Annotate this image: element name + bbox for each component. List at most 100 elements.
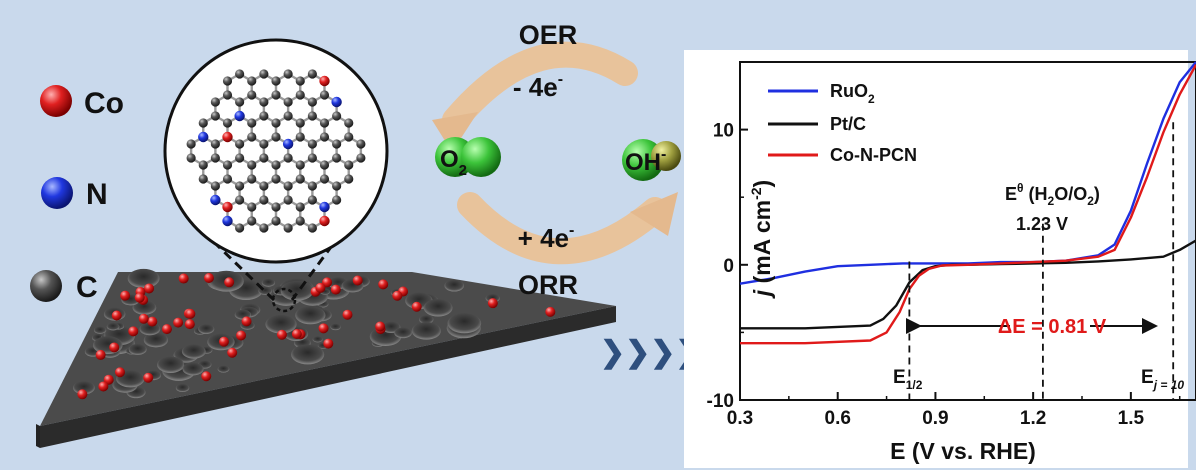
e-theta-label: Eθ (H2O/O2) bbox=[1005, 181, 1100, 208]
carbon-atom-icon bbox=[283, 153, 293, 163]
zoomed-structure bbox=[163, 38, 389, 264]
cobalt-atom-icon bbox=[319, 215, 330, 227]
carbon-atom-icon bbox=[210, 97, 220, 107]
carbon-atom-icon bbox=[295, 174, 305, 184]
carbon-atom-icon bbox=[247, 90, 257, 100]
slab-pore bbox=[291, 344, 325, 365]
potential-label: 1.23 V bbox=[1016, 214, 1068, 234]
slab-co-site-icon bbox=[322, 277, 333, 288]
y-tick-label-2: 10 bbox=[713, 121, 734, 142]
carbon-atom-icon bbox=[259, 69, 269, 79]
slab-co-site-icon bbox=[315, 282, 326, 293]
slab-co-site-icon bbox=[411, 301, 422, 312]
y-axis-label: j (mA cm-2) bbox=[748, 180, 775, 299]
slab-co-site-icon bbox=[330, 284, 341, 295]
carbon-atom-icon bbox=[210, 139, 220, 149]
carbon-atom-icon bbox=[271, 76, 281, 86]
carbon-atom-icon bbox=[210, 153, 220, 163]
carbon-atom-icon bbox=[247, 174, 257, 184]
slab-co-site-icon bbox=[545, 306, 556, 317]
slab-pore bbox=[280, 280, 314, 301]
legend-co-label: Co bbox=[84, 87, 124, 120]
slab-co-site-icon bbox=[323, 338, 334, 349]
x-tick-label-2: 0.9 bbox=[922, 408, 948, 429]
orr-arrow-arc bbox=[457, 192, 668, 265]
carbon-atom-icon bbox=[259, 195, 269, 205]
carbon-atom-icon bbox=[319, 118, 330, 128]
series-line-co-n-pcn bbox=[740, 64, 1196, 345]
carbon-atom-icon bbox=[295, 216, 305, 226]
carbon-atom-icon bbox=[198, 118, 208, 128]
slab-pore bbox=[139, 322, 161, 336]
carbon-atom-icon bbox=[319, 160, 330, 170]
carbon-atom-icon bbox=[344, 160, 354, 170]
marker-lines bbox=[908, 122, 1175, 400]
carbon-atom-icon bbox=[259, 181, 269, 191]
carbon-atom-icon bbox=[332, 181, 342, 191]
series-lines bbox=[739, 61, 1196, 345]
slab-co-site-icon bbox=[218, 336, 229, 347]
carbon-atom-icon bbox=[259, 139, 269, 149]
nitrogen-atom-icon bbox=[282, 138, 294, 150]
x-tick-label-4: 1.5 bbox=[1118, 408, 1145, 429]
carbon-atom-icon bbox=[271, 132, 281, 142]
carbon-atom-icon bbox=[247, 216, 257, 226]
slab-co-site-icon bbox=[114, 367, 125, 378]
chevron-arrows-icon: ❯❯❯❯ bbox=[600, 336, 701, 370]
carbon-atom-icon bbox=[307, 181, 317, 191]
slab-co-site-icon bbox=[291, 328, 302, 339]
carbon-atom-icon bbox=[271, 216, 281, 226]
slab-co-site-icon bbox=[111, 310, 122, 321]
carbon-atom-icon bbox=[344, 118, 354, 128]
slab-pore bbox=[127, 268, 160, 289]
slab-co-site-icon bbox=[241, 316, 252, 327]
slab-pore bbox=[143, 332, 169, 348]
slab-co-site-icon bbox=[342, 309, 353, 320]
slab-cobalt-sites bbox=[77, 273, 556, 400]
carbon-atom-icon bbox=[283, 69, 293, 79]
cobalt-atom-icon bbox=[222, 201, 233, 213]
carbon-atom-icon bbox=[283, 97, 293, 107]
carbon-atom-icon bbox=[259, 153, 269, 163]
carbon-atom-icon bbox=[319, 90, 330, 100]
carbon-atom-icon bbox=[210, 111, 220, 121]
slab-co-site-icon bbox=[103, 374, 114, 385]
slab-front-face bbox=[40, 306, 616, 448]
slab-co-site-icon bbox=[144, 283, 155, 294]
slab-pore bbox=[106, 322, 120, 331]
carbon-atom-icon bbox=[319, 174, 330, 184]
nitrogen-atom-icon bbox=[210, 194, 221, 206]
slab-pore bbox=[330, 323, 341, 331]
e-half-label: E1/2 bbox=[893, 367, 923, 392]
slab-co-site-icon bbox=[375, 321, 386, 332]
carbon-atom-icon bbox=[283, 181, 293, 191]
slab-pore bbox=[411, 322, 441, 340]
carbon-atom-icon bbox=[307, 111, 317, 121]
legend-c-label: C bbox=[76, 271, 98, 304]
slab-co-site-icon bbox=[185, 308, 196, 319]
carbon-atom-icon bbox=[271, 118, 281, 128]
nitrogen-atom-icon bbox=[41, 177, 73, 209]
orr-electrons: + 4e- bbox=[518, 222, 575, 253]
carbon-atom-icon bbox=[222, 90, 233, 100]
carbon-atom-icon bbox=[235, 223, 245, 233]
e-j10-label: Ej = 10 bbox=[1141, 367, 1184, 392]
slab-co-site-icon bbox=[147, 316, 158, 327]
slab-pore bbox=[444, 279, 465, 292]
carbon-atom-icon bbox=[235, 97, 245, 107]
oer-arrow-arc bbox=[442, 41, 638, 133]
carbon-atom-icon bbox=[247, 118, 257, 128]
carbon-atom-icon bbox=[283, 195, 293, 205]
x-axis-label: E (V vs. RHE) bbox=[890, 438, 1036, 464]
slab-pore bbox=[175, 383, 190, 392]
o2-label: O2 bbox=[440, 146, 467, 179]
slab-co-site-icon bbox=[352, 275, 363, 286]
slab-co-site-icon bbox=[178, 273, 189, 284]
slab-pore bbox=[217, 365, 230, 373]
slab-pore bbox=[423, 299, 453, 317]
carbon-atom-icon bbox=[356, 139, 366, 149]
slab-co-site-icon bbox=[236, 330, 247, 341]
carbon-atom-icon bbox=[186, 153, 196, 163]
